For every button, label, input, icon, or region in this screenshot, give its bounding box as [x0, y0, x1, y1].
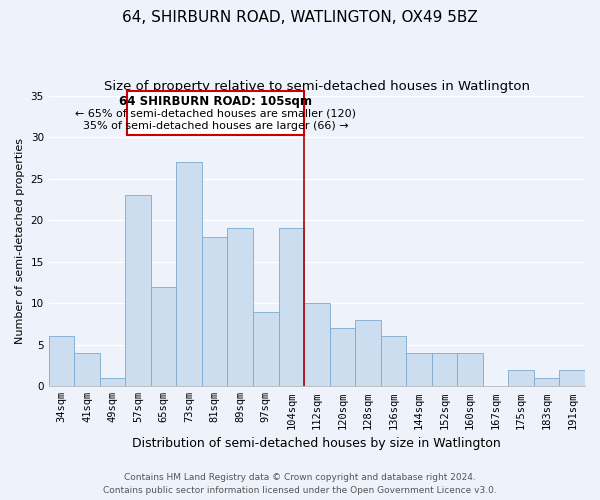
Bar — [406, 353, 432, 386]
Bar — [253, 312, 278, 386]
X-axis label: Distribution of semi-detached houses by size in Watlington: Distribution of semi-detached houses by … — [133, 437, 501, 450]
Bar — [49, 336, 74, 386]
Text: Contains HM Land Registry data © Crown copyright and database right 2024.
Contai: Contains HM Land Registry data © Crown c… — [103, 474, 497, 495]
Text: 64 SHIRBURN ROAD: 105sqm: 64 SHIRBURN ROAD: 105sqm — [119, 94, 312, 108]
Title: Size of property relative to semi-detached houses in Watlington: Size of property relative to semi-detach… — [104, 80, 530, 93]
Text: ← 65% of semi-detached houses are smaller (120): ← 65% of semi-detached houses are smalle… — [75, 108, 356, 118]
Bar — [151, 286, 176, 386]
Bar — [534, 378, 559, 386]
Bar — [380, 336, 406, 386]
Bar — [508, 370, 534, 386]
Bar — [100, 378, 125, 386]
Bar — [125, 195, 151, 386]
Bar — [227, 228, 253, 386]
Bar — [74, 353, 100, 386]
Bar — [176, 162, 202, 386]
Text: 35% of semi-detached houses are larger (66) →: 35% of semi-detached houses are larger (… — [83, 120, 348, 130]
Bar — [329, 328, 355, 386]
Bar — [202, 237, 227, 386]
Bar — [355, 320, 380, 386]
Text: 64, SHIRBURN ROAD, WATLINGTON, OX49 5BZ: 64, SHIRBURN ROAD, WATLINGTON, OX49 5BZ — [122, 10, 478, 25]
Y-axis label: Number of semi-detached properties: Number of semi-detached properties — [15, 138, 25, 344]
Bar — [304, 303, 329, 386]
Bar — [559, 370, 585, 386]
FancyBboxPatch shape — [127, 92, 304, 136]
Bar — [278, 228, 304, 386]
Bar — [432, 353, 457, 386]
Bar — [457, 353, 483, 386]
